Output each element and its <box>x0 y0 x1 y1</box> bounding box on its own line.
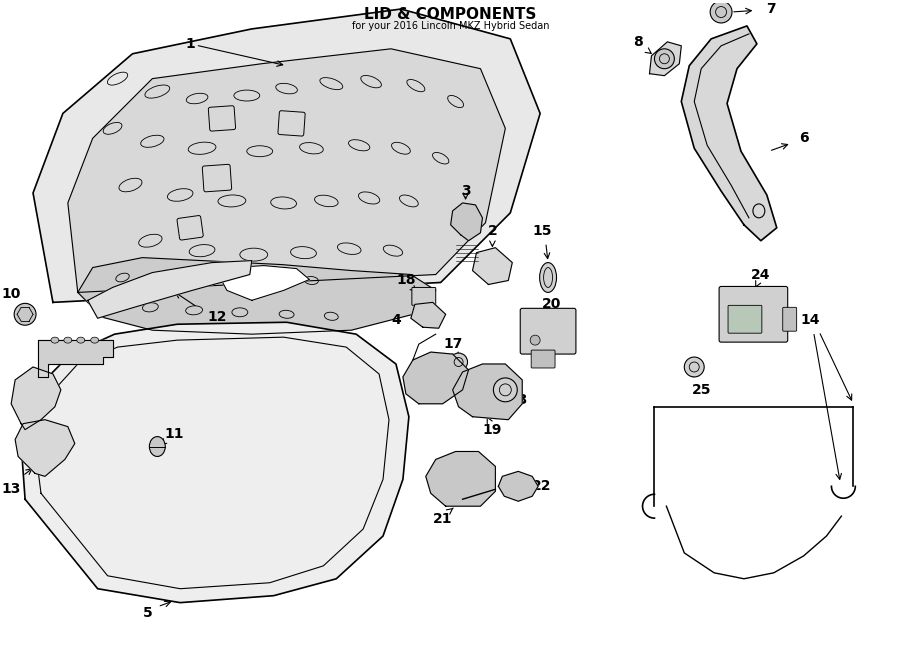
Text: 4: 4 <box>392 313 400 327</box>
Text: 3: 3 <box>461 184 471 198</box>
Polygon shape <box>87 260 252 318</box>
Polygon shape <box>681 26 777 241</box>
FancyBboxPatch shape <box>719 286 788 342</box>
Polygon shape <box>650 42 681 75</box>
Text: 20: 20 <box>543 297 562 311</box>
Text: 17: 17 <box>443 337 463 351</box>
Text: 21: 21 <box>433 512 453 526</box>
Polygon shape <box>38 340 112 377</box>
Polygon shape <box>15 420 75 477</box>
Text: 12: 12 <box>207 310 227 325</box>
Text: 22: 22 <box>533 479 552 493</box>
Ellipse shape <box>540 262 556 292</box>
FancyBboxPatch shape <box>728 305 762 333</box>
Text: 18: 18 <box>396 274 416 288</box>
Ellipse shape <box>710 1 732 23</box>
Polygon shape <box>453 364 522 420</box>
Ellipse shape <box>51 337 59 343</box>
Polygon shape <box>403 352 469 404</box>
Ellipse shape <box>654 49 674 69</box>
Text: LID & COMPONENTS: LID & COMPONENTS <box>364 7 536 22</box>
Polygon shape <box>499 471 538 501</box>
FancyBboxPatch shape <box>783 307 796 331</box>
Text: 19: 19 <box>482 422 502 437</box>
Polygon shape <box>451 203 482 241</box>
Ellipse shape <box>684 357 704 377</box>
Polygon shape <box>21 323 409 603</box>
Polygon shape <box>33 9 540 302</box>
FancyBboxPatch shape <box>531 350 555 368</box>
Ellipse shape <box>14 303 36 325</box>
Ellipse shape <box>76 337 85 343</box>
Text: 1: 1 <box>185 37 195 51</box>
Polygon shape <box>68 49 505 292</box>
Text: 2: 2 <box>488 224 498 238</box>
Text: 11: 11 <box>165 426 184 441</box>
Text: for your 2016 Lincoln MKZ Hybrid Sedan: for your 2016 Lincoln MKZ Hybrid Sedan <box>352 21 549 31</box>
Ellipse shape <box>493 378 518 402</box>
Text: 16: 16 <box>403 377 422 391</box>
Text: 8: 8 <box>633 35 643 49</box>
Polygon shape <box>77 258 436 334</box>
Polygon shape <box>426 451 495 506</box>
Text: 13: 13 <box>2 483 21 496</box>
Text: 9: 9 <box>93 347 103 361</box>
Ellipse shape <box>91 337 99 343</box>
Text: 24: 24 <box>752 268 770 282</box>
Ellipse shape <box>64 337 72 343</box>
Text: 6: 6 <box>799 132 808 145</box>
Text: 5: 5 <box>142 605 152 619</box>
Ellipse shape <box>149 436 166 457</box>
FancyBboxPatch shape <box>520 308 576 354</box>
Polygon shape <box>411 302 446 329</box>
Ellipse shape <box>450 353 467 371</box>
Polygon shape <box>472 248 512 284</box>
Text: 25: 25 <box>691 383 711 397</box>
Text: 10: 10 <box>2 288 21 301</box>
Text: 23: 23 <box>508 393 528 407</box>
Text: 14: 14 <box>801 313 820 327</box>
Ellipse shape <box>530 335 540 345</box>
Text: 15: 15 <box>533 224 552 238</box>
FancyBboxPatch shape <box>412 288 436 305</box>
Text: 7: 7 <box>766 2 776 16</box>
Polygon shape <box>11 367 61 430</box>
Polygon shape <box>220 266 310 300</box>
